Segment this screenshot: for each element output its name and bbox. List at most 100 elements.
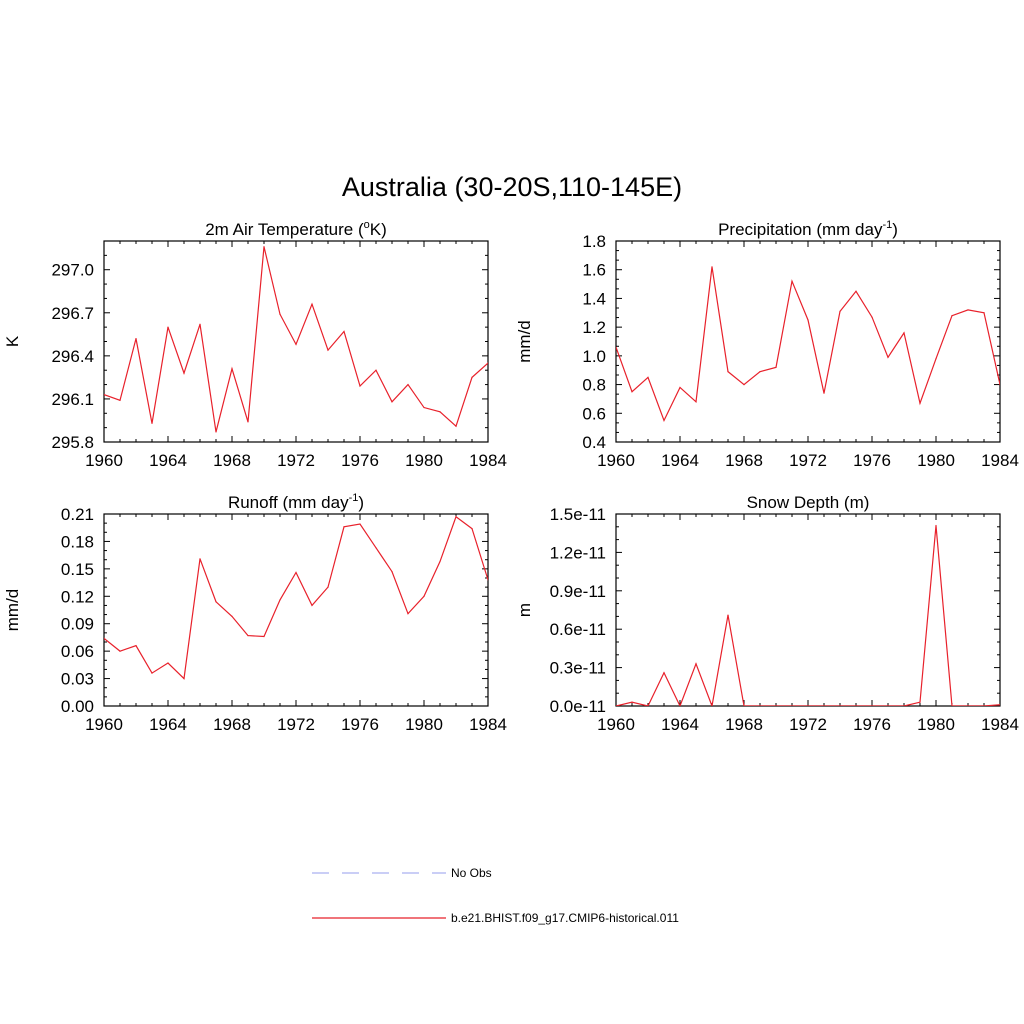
x-tick-label: 1960 xyxy=(85,451,123,470)
x-tick-label: 1972 xyxy=(277,715,315,734)
y-tick-label: 0.18 xyxy=(61,532,94,551)
legend: No Obs b.e21.BHIST.f09_g17.CMIP6-historic… xyxy=(312,866,679,925)
x-tick-label: 1964 xyxy=(661,715,699,734)
y-tick-label: 0.6e-11 xyxy=(550,620,606,639)
data-point xyxy=(663,672,665,674)
data-point xyxy=(104,394,105,396)
data-point xyxy=(823,392,825,394)
data-point xyxy=(279,599,281,601)
data-point xyxy=(711,266,713,268)
data-point xyxy=(183,677,185,680)
panel-3: Runoff (mm day-1) mm/d 1960 1964 1968 1972 197… xyxy=(3,492,507,734)
data-point xyxy=(471,528,473,530)
series-line xyxy=(104,246,488,433)
data-point xyxy=(455,516,457,518)
data-point xyxy=(215,431,217,433)
data-point xyxy=(759,371,761,373)
data-point xyxy=(743,705,745,706)
y-axis-label: m xyxy=(515,603,534,617)
y-tick-label: 0.09 xyxy=(61,615,94,634)
data-point xyxy=(439,411,441,413)
data-point xyxy=(807,705,809,706)
data-point xyxy=(151,422,153,424)
data-point xyxy=(679,705,681,706)
x-tick-label: 1968 xyxy=(213,715,251,734)
y-tick-label: 0.21 xyxy=(61,505,94,524)
y-tick-label: 0.06 xyxy=(61,642,94,661)
data-point xyxy=(375,547,377,549)
data-point xyxy=(871,316,873,318)
y-tick-label: 297.0 xyxy=(51,261,94,280)
data-point xyxy=(167,662,169,664)
data-point xyxy=(199,323,201,325)
data-point xyxy=(983,705,985,706)
data-point xyxy=(616,346,617,348)
x-tick-label: 1976 xyxy=(853,715,891,734)
series-line xyxy=(104,515,488,680)
data-point xyxy=(695,401,697,403)
data-point xyxy=(423,595,425,597)
panels: 2m Air Temperature (oK) K 1960 1964 1968 1972… xyxy=(3,219,1019,734)
data-point xyxy=(839,705,841,706)
y-axis-label: mm/d xyxy=(3,589,22,632)
data-point xyxy=(104,637,105,639)
data-point xyxy=(839,310,841,312)
data-point xyxy=(775,705,777,706)
y-axis-label: K xyxy=(3,335,22,347)
data-point xyxy=(487,362,488,364)
panel-title: Precipitation (mm day-1) xyxy=(718,219,898,239)
data-point xyxy=(359,385,361,387)
y-tick-label: 1.5e-11 xyxy=(550,505,606,524)
data-point xyxy=(647,705,649,706)
data-point xyxy=(263,246,265,248)
x-tick-label: 1984 xyxy=(469,715,507,734)
data-point xyxy=(247,421,249,423)
y-tick-label: 1.2e-11 xyxy=(550,543,606,562)
y-tick-label: 1.6 xyxy=(582,261,606,280)
x-tick-label: 1960 xyxy=(597,715,635,734)
data-point xyxy=(935,524,937,527)
y-tick-label: 0.4 xyxy=(582,433,606,452)
data-point xyxy=(295,343,297,345)
data-point xyxy=(407,613,409,615)
y-tick-label: 296.1 xyxy=(51,390,94,409)
x-tick-label: 1968 xyxy=(725,715,763,734)
data-point xyxy=(327,586,329,588)
data-point xyxy=(439,560,441,563)
data-point xyxy=(327,349,329,351)
data-point xyxy=(119,650,121,652)
panel-1: 2m Air Temperature (oK) K 1960 1964 1968 1972… xyxy=(3,219,507,470)
plot-frame xyxy=(103,513,489,707)
data-point xyxy=(215,601,217,603)
data-point xyxy=(967,705,969,706)
data-point xyxy=(759,705,761,706)
plot-frame xyxy=(103,240,489,443)
y-tick-label: 0.12 xyxy=(61,587,94,606)
x-tick-label: 1980 xyxy=(917,715,955,734)
x-tick-label: 1964 xyxy=(149,451,187,470)
y-tick-label: 1.8 xyxy=(582,232,606,251)
data-point xyxy=(167,326,169,328)
data-point xyxy=(775,366,777,368)
data-point xyxy=(887,705,889,706)
data-point xyxy=(903,332,905,334)
data-point xyxy=(231,368,233,370)
series-line xyxy=(616,525,1000,706)
data-point xyxy=(887,356,889,358)
y-tick-label: 0.6 xyxy=(582,404,606,423)
x-tick-label: 1980 xyxy=(405,715,443,734)
panel-title: 2m Air Temperature (oK) xyxy=(205,219,387,239)
x-tick-label: 1972 xyxy=(277,451,315,470)
data-point xyxy=(471,376,473,378)
data-point xyxy=(871,705,873,706)
data-point xyxy=(343,330,345,333)
data-point xyxy=(823,705,825,706)
figure-title: Australia (30-20S,110-145E) xyxy=(342,172,682,202)
data-point xyxy=(199,558,201,560)
y-tick-label: 296.4 xyxy=(51,347,94,366)
data-point xyxy=(183,372,185,374)
plot-frame xyxy=(615,513,1001,707)
data-point xyxy=(423,406,425,409)
x-tick-label: 1960 xyxy=(597,451,635,470)
y-tick-label: 0.0e-11 xyxy=(550,697,606,716)
